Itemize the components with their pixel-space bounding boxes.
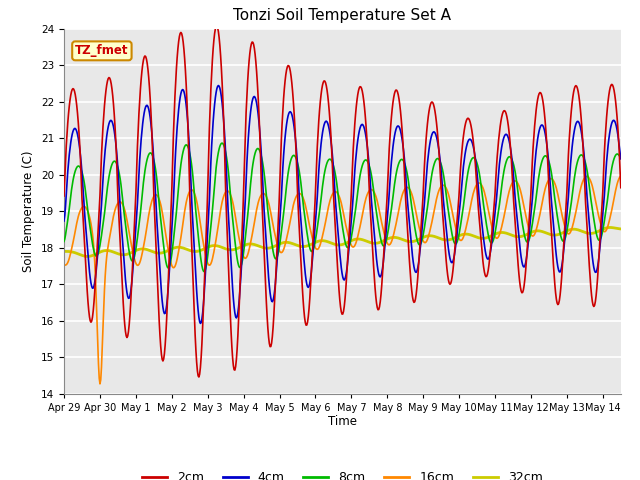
8cm [320, 173, 328, 179]
4cm [320, 122, 328, 128]
8cm [617, 155, 625, 161]
32cm [60, 249, 68, 254]
16cm [139, 248, 147, 254]
32cm [474, 235, 481, 240]
4cm [617, 156, 625, 162]
16cm [319, 229, 327, 235]
8cm [461, 192, 468, 197]
2cm [300, 296, 307, 302]
8cm [63, 228, 70, 233]
2cm [617, 185, 625, 191]
Legend: 2cm, 4cm, 8cm, 16cm, 32cm: 2cm, 4cm, 8cm, 16cm, 32cm [137, 467, 548, 480]
2cm [195, 374, 203, 380]
Title: Tonzi Soil Temperature Set A: Tonzi Soil Temperature Set A [234, 9, 451, 24]
8cm [200, 269, 208, 275]
32cm [83, 253, 91, 259]
2cm [213, 23, 221, 29]
16cm [96, 381, 104, 387]
16cm [63, 262, 70, 268]
8cm [60, 239, 68, 244]
32cm [319, 238, 327, 243]
32cm [63, 249, 70, 254]
Line: 8cm: 8cm [64, 143, 621, 272]
4cm [461, 152, 468, 158]
32cm [298, 244, 306, 250]
4cm [138, 128, 146, 133]
2cm [461, 123, 468, 129]
4cm [63, 192, 70, 197]
Line: 32cm: 32cm [64, 228, 621, 256]
Line: 16cm: 16cm [64, 176, 621, 384]
32cm [460, 231, 468, 237]
4cm [196, 321, 204, 326]
Line: 2cm: 2cm [64, 26, 621, 377]
Line: 4cm: 4cm [64, 85, 621, 324]
16cm [460, 232, 468, 238]
16cm [298, 193, 306, 199]
16cm [60, 262, 68, 268]
4cm [214, 83, 222, 88]
2cm [475, 206, 483, 212]
Y-axis label: Soil Temperature (C): Soil Temperature (C) [22, 150, 35, 272]
4cm [475, 186, 483, 192]
2cm [63, 143, 70, 149]
2cm [138, 68, 146, 74]
2cm [320, 78, 328, 84]
16cm [617, 173, 625, 179]
8cm [218, 140, 226, 146]
16cm [474, 180, 481, 186]
32cm [617, 226, 625, 232]
8cm [475, 166, 483, 172]
X-axis label: Time: Time [328, 415, 357, 429]
32cm [139, 246, 147, 252]
2cm [60, 193, 68, 199]
4cm [60, 218, 68, 224]
Text: TZ_fmet: TZ_fmet [75, 44, 129, 57]
32cm [607, 225, 614, 230]
4cm [300, 246, 307, 252]
8cm [300, 200, 307, 206]
8cm [138, 195, 146, 201]
